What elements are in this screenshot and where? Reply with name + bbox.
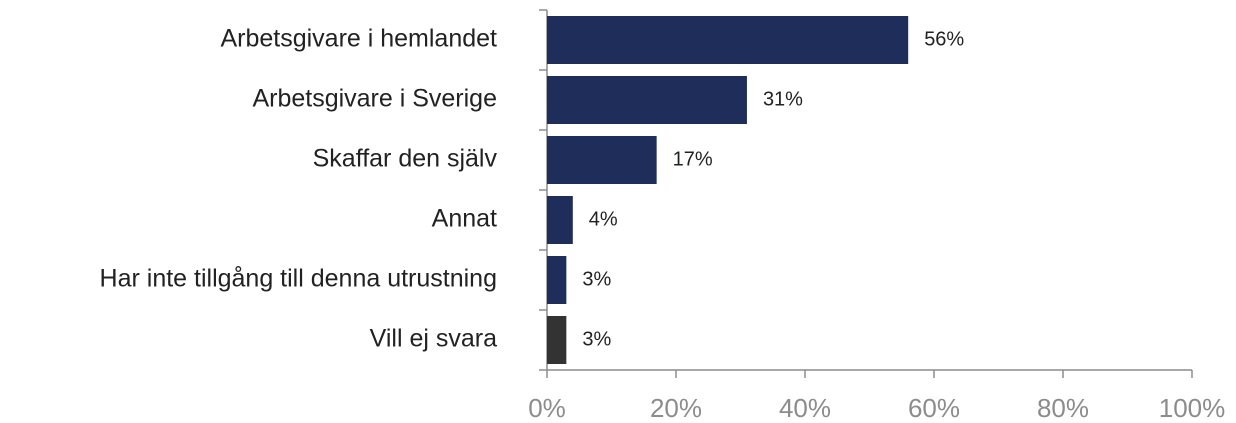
value-label: 56% [924,28,964,50]
category-label: Arbetsgivare i hemlandet [220,25,497,53]
bar [547,256,567,304]
x-tick-label: 60% [908,393,960,423]
category-label: Vill ej svara [370,325,497,353]
x-tick-label: 40% [779,393,831,423]
bar [547,136,657,184]
x-tick-label: 0% [528,393,566,423]
value-label: 3% [582,328,611,350]
value-label: 31% [763,88,803,110]
value-label: 4% [589,208,618,230]
bar [547,16,909,64]
x-tick-label: 20% [650,393,702,423]
x-tick-label: 80% [1037,393,1089,423]
x-tick-label: 100% [1159,393,1226,423]
bar [547,76,747,124]
category-label: Har inte tillgång till denna utrustning [100,265,497,293]
value-label: 17% [673,148,713,170]
bar [547,196,573,244]
value-label: 3% [582,268,611,290]
category-label: Skaffar den själv [313,145,498,173]
bar [547,316,567,364]
category-label: Annat [432,205,497,233]
category-label: Arbetsgivare i Sverige [252,85,497,113]
